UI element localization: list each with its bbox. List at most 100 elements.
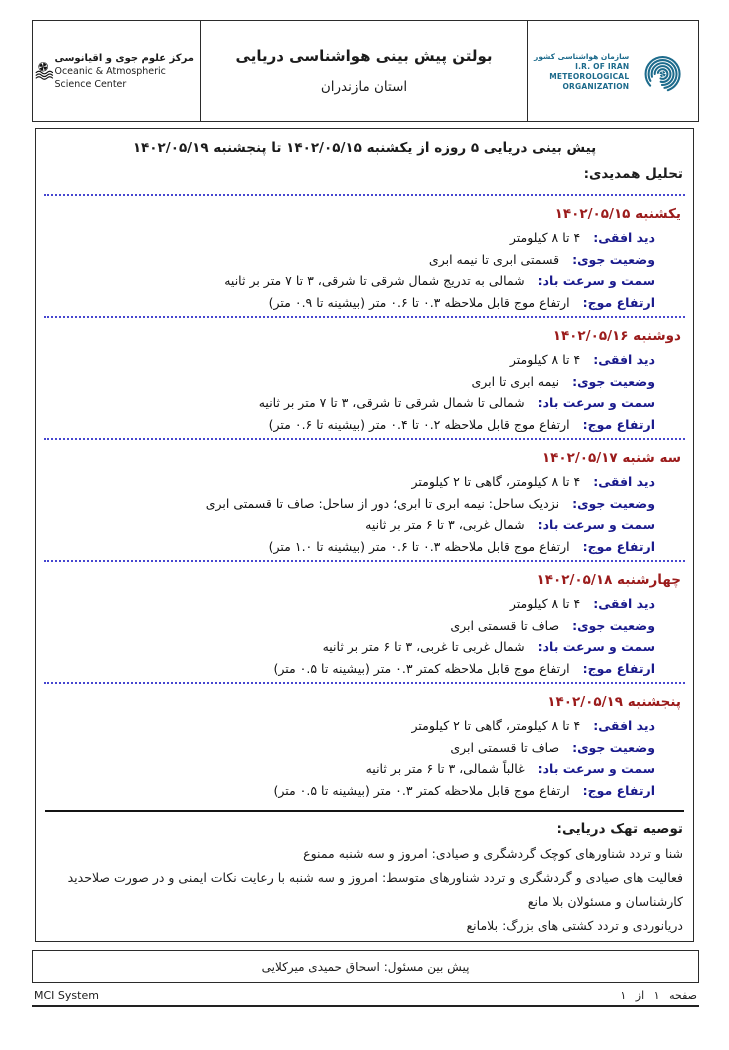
- wind-label: سمت و سرعت باد:: [537, 273, 655, 288]
- day-block-5: پنجشنبه ۱۴۰۲/۰۵/۱۹ دید افقی: ۴ تا ۸ کیلوم…: [44, 687, 685, 801]
- wave-row: ارتفاع موج: ارتفاع موج قابل ملاحظه ۰.۳ تا…: [44, 292, 685, 314]
- wind-value: شمال غربی، ۳ تا ۶ متر بر ثانیه: [365, 517, 525, 532]
- irimo-logo-cell: سازمان هواشناسی کشور I.R. OF IRAN METEOR…: [528, 21, 698, 121]
- wave-label: ارتفاع موج:: [582, 294, 655, 310]
- irimo-title-fa: سازمان هواشناسی کشور: [534, 51, 630, 61]
- solid-separator: [45, 810, 684, 812]
- wave-label: ارتفاع موج:: [582, 782, 655, 798]
- irimo-text: سازمان هواشناسی کشور I.R. OF IRAN METEOR…: [534, 52, 629, 91]
- wave-label: ارتفاع موج:: [582, 416, 655, 432]
- wind-label: سمت و سرعت باد:: [537, 395, 655, 410]
- province-subtitle: استان مازندران: [320, 79, 408, 95]
- system-label: MCI System: [34, 989, 99, 1002]
- header-table: مرکز علوم جوی و اقیانوسی Oceanic & Atmos…: [32, 20, 699, 122]
- weather-label: وضعیت جوی:: [572, 495, 655, 511]
- science-center-title-en2: Science Center: [54, 78, 127, 90]
- visibility-label: دید افقی:: [593, 230, 655, 245]
- page-number: صفحه ۱ از ۱: [620, 989, 697, 1002]
- weather-row: وضعیت جوی: صاف تا قسمتی ابری: [44, 615, 685, 637]
- weather-label: وضعیت جوی:: [572, 251, 655, 267]
- visibility-row: دید افقی: ۴ تا ۸ کیلومتر، گاهی تا ۲ کیلوم…: [44, 471, 685, 493]
- visibility-row: دید افقی: ۴ تا ۸ کیلومتر: [44, 349, 685, 371]
- weather-row: وضعیت جوی: قسمتی ابری تا نیمه ابری: [44, 249, 685, 271]
- wave-label: ارتفاع موج:: [582, 538, 655, 554]
- wind-row: سمت و سرعت باد: شمالی به تدریج شمال شرقی …: [44, 270, 685, 292]
- wave-row: ارتفاع موج: ارتفاع موج قابل ملاحظه کمتر ۰…: [44, 658, 685, 680]
- wind-row: سمت و سرعت باد: غالباً شمالی، ۳ تا ۶ متر …: [44, 758, 685, 780]
- visibility-value: ۴ تا ۸ کیلومتر: [509, 230, 581, 245]
- wind-value: شمالی به تدریج شمال شرقی تا شرقی، ۳ تا ۷…: [224, 273, 525, 288]
- day-block-3: سه شنبه ۱۴۰۲/۰۵/۱۷ دید افقی: ۴ تا ۸ کیلوم…: [44, 443, 685, 562]
- visibility-label: دید افقی:: [593, 596, 655, 611]
- wave-value: ارتفاع موج قابل ملاحظه ۰.۳ تا ۰.۶ متر (ب…: [268, 294, 570, 310]
- wind-row: سمت و سرعت باد: شمالی تا شمال شرقی تا شرق…: [44, 392, 685, 414]
- irimo-title-en3: ORGANIZATION: [562, 81, 630, 91]
- visibility-value: ۴ تا ۸ کیلومتر: [509, 352, 581, 367]
- weather-value: صاف تا قسمتی ابری: [450, 739, 560, 755]
- wind-label: سمت و سرعت باد:: [537, 761, 655, 776]
- wave-value: ارتفاع موج قابل ملاحظه کمتر ۰.۳ متر (بیش…: [273, 660, 570, 676]
- wind-row: سمت و سرعت باد: شمال غربی، ۳ تا ۶ متر بر …: [44, 514, 685, 536]
- weather-value: نیمه ابری تا ابری: [471, 373, 560, 389]
- weather-row: وضعیت جوی: نیمه ابری تا ابری: [44, 371, 685, 393]
- wind-row: سمت و سرعت باد: شمال غربی تا غربی، ۳ تا ۶…: [44, 636, 685, 658]
- science-center-cell: مرکز علوم جوی و اقیانوسی Oceanic & Atmos…: [33, 21, 201, 121]
- day-block-2: دوشنبه ۱۴۰۲/۰۵/۱۶ دید افقی: ۴ تا ۸ کیلومت…: [44, 321, 685, 440]
- dotted-separator: [44, 316, 685, 318]
- science-center-title-en1: Oceanic & Atmospheric: [54, 65, 166, 77]
- visibility-label: دید افقی:: [593, 718, 655, 733]
- pinwheel-waves-icon: [35, 61, 54, 80]
- visibility-row: دید افقی: ۴ تا ۸ کیلومتر، گاهی تا ۲ کیلوم…: [44, 715, 685, 737]
- weather-value: نزدیک ساحل: نیمه ابری تا ابری؛ دور از سا…: [205, 495, 560, 511]
- weather-label: وضعیت جوی:: [572, 739, 655, 755]
- weather-row: وضعیت جوی: نزدیک ساحل: نیمه ابری تا ابری؛…: [44, 493, 685, 515]
- wave-row: ارتفاع موج: ارتفاع موج قابل ملاحظه کمتر ۰…: [44, 780, 685, 802]
- dotted-separator: [44, 194, 685, 196]
- forecaster-box: پیش بین مسئول: اسحاق حمیدی میرکلایی: [32, 950, 699, 983]
- advisory-section: توصیه تهک دریایی: شنا و تردد شناورهای کو…: [44, 813, 685, 941]
- dotted-separator: [44, 682, 685, 684]
- irimo-title-en2: METEOROLOGICAL: [549, 71, 630, 81]
- weather-label: وضعیت جوی:: [572, 617, 655, 633]
- day-date: چهارشنبه ۱۴۰۲/۰۵/۱۸: [536, 572, 681, 588]
- page-footer-row: MCI System صفحه ۱ از ۱: [32, 989, 699, 1007]
- irimo-spiral-icon: [644, 56, 681, 93]
- dotted-separator: [44, 438, 685, 440]
- wave-value: ارتفاع موج قابل ملاحظه کمتر ۰.۳ متر (بیش…: [273, 782, 570, 798]
- wave-value: ارتفاع موج قابل ملاحظه ۰.۲ تا ۰.۴ متر (ب…: [268, 416, 570, 432]
- weather-row: وضعیت جوی: صاف تا قسمتی ابری: [44, 737, 685, 759]
- wind-value: شمال غربی تا غربی، ۳ تا ۶ متر بر ثانیه: [322, 639, 525, 654]
- day-block-1: یکشنبه ۱۴۰۲/۰۵/۱۵ دید افقی: ۴ تا ۸ کیلومت…: [44, 199, 685, 318]
- visibility-label: دید افقی:: [593, 474, 655, 489]
- visibility-value: ۴ تا ۸ کیلومتر، گاهی تا ۲ کیلومتر: [411, 474, 581, 489]
- day-date: سه شنبه ۱۴۰۲/۰۵/۱۷: [541, 450, 681, 466]
- wind-value: غالباً شمالی، ۳ تا ۶ متر بر ثانیه: [365, 761, 525, 776]
- advisory-title: توصیه تهک دریایی:: [556, 821, 683, 837]
- advisory-line: شنا و تردد شناورهای کوچک گردشگری و صیادی…: [303, 846, 683, 861]
- wave-row: ارتفاع موج: ارتفاع موج قابل ملاحظه ۰.۲ تا…: [44, 414, 685, 436]
- visibility-label: دید افقی:: [593, 352, 655, 367]
- visibility-value: ۴ تا ۸ کیلومتر: [509, 596, 581, 611]
- visibility-row: دید افقی: ۴ تا ۸ کیلومتر: [44, 593, 685, 615]
- wind-value: شمالی تا شمال شرقی تا شرقی، ۳ تا ۷ متر ب…: [258, 395, 525, 410]
- day-date: دوشنبه ۱۴۰۲/۰۵/۱۶: [552, 328, 681, 344]
- visibility-value: ۴ تا ۸ کیلومتر، گاهی تا ۲ کیلومتر: [411, 718, 581, 733]
- bulletin-title: بولتن پیش بینی هواشناسی دریایی: [235, 47, 493, 65]
- bulletin-page: مرکز علوم جوی و اقیانوسی Oceanic & Atmos…: [0, 20, 729, 1050]
- bulletin-title-cell: بولتن پیش بینی هواشناسی دریایی استان ماز…: [201, 21, 528, 121]
- science-center-text: مرکز علوم جوی و اقیانوسی Oceanic & Atmos…: [54, 53, 194, 90]
- visibility-row: دید افقی: ۴ تا ۸ کیلومتر: [44, 227, 685, 249]
- weather-value: قسمتی ابری تا نیمه ابری: [428, 251, 560, 267]
- advisory-line: عملیات های بندری: بلامانع: [44, 938, 685, 941]
- advisory-line: فعالیت های صیادی و گردشگری و تردد شناوره…: [67, 870, 683, 909]
- science-center-title-fa: مرکز علوم جوی و اقیانوسی: [54, 52, 194, 64]
- synoptic-analysis-label: تحلیل همدیدی:: [583, 166, 683, 182]
- wave-row: ارتفاع موج: ارتفاع موج قابل ملاحظه ۰.۳ تا…: [44, 536, 685, 558]
- day-date: یکشنبه ۱۴۰۲/۰۵/۱۵: [554, 206, 681, 222]
- advisory-line: دریانوردی و تردد کشتی های بزرگ: بلامانع: [466, 918, 683, 933]
- weather-label: وضعیت جوی:: [572, 373, 655, 389]
- wave-value: ارتفاع موج قابل ملاحظه ۰.۳ تا ۰.۶ متر (ب…: [268, 538, 570, 554]
- day-date: پنجشنبه ۱۴۰۲/۰۵/۱۹: [547, 694, 681, 710]
- forecast-title: پیش بینی دریایی ۵ روزه از یکشنبه ۱۴۰۲/۰۵…: [132, 140, 597, 156]
- dotted-separator: [44, 560, 685, 562]
